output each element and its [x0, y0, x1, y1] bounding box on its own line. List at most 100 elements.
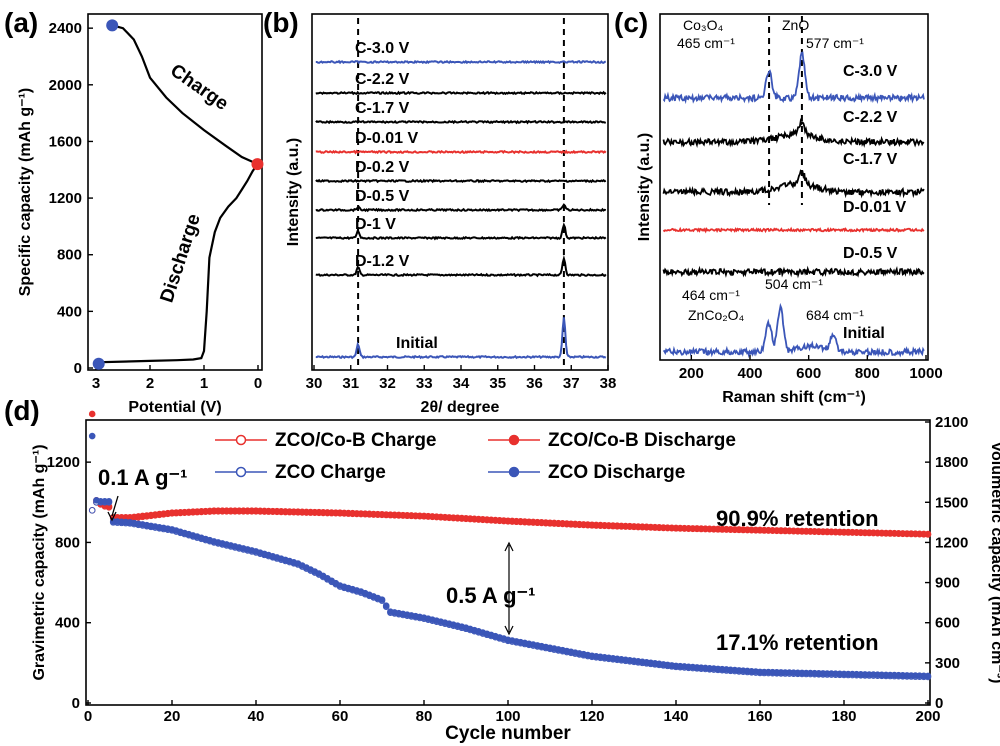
y-axis-label: Specific capacity (mAh g⁻¹)	[17, 88, 34, 297]
x-tick-label: 140	[663, 708, 688, 725]
annotation-retention-zco-cob: 90.9% retention	[716, 506, 879, 531]
legend-marker	[235, 466, 247, 478]
y-tick-label: 800	[55, 534, 80, 551]
legend-marker	[235, 434, 247, 446]
x-tick-label: 34	[453, 375, 470, 392]
x-tick-label: 60	[332, 708, 349, 725]
panel-d: (d)0 20 40 60 80 100 120 140 160 180 2000400800120…	[4, 395, 1000, 744]
x-tick-label: 120	[579, 708, 604, 725]
x-axis-label: Raman shift (cm⁻¹)	[722, 389, 866, 406]
x-tick-label: 35	[489, 375, 506, 392]
legend-entry: ZCO/Co-B Discharge	[548, 430, 736, 451]
data-point	[378, 596, 386, 603]
y-tick-label: 0	[74, 360, 82, 377]
xrd-pattern-d-0.5-v	[315, 203, 607, 213]
y-tick-label: 1600	[49, 133, 82, 150]
xrd-pattern-c-1.7-v	[315, 119, 607, 125]
x-tick-label: 0	[84, 708, 92, 725]
right-y-tick-label: 0	[935, 695, 943, 712]
x-axis-label: Potential (V)	[128, 399, 221, 416]
panel-d-label: (d)	[4, 395, 40, 426]
x-tick-label: 3	[92, 375, 100, 392]
raman-spectrum-d-0.01-v	[662, 226, 925, 234]
panel-a-frame	[87, 13, 263, 371]
raman-spectrum-d-0.5-v	[662, 265, 925, 279]
y-axis-label: Intensity (a.u.)	[285, 138, 302, 246]
series-label: D-1 V	[355, 216, 396, 233]
data-point	[924, 672, 932, 680]
series-label: C-3.0 V	[843, 63, 898, 80]
x-tick-label: 1000	[909, 365, 942, 382]
panel-c: (c) 200 400 600 800 1000 Raman shift (cm⁻¹) Int…	[614, 7, 943, 406]
annotation-retention-zco: 17.1% retention	[716, 630, 879, 655]
annotation-peak-684: 684 cm⁻¹	[806, 307, 864, 323]
x-tick-label: 180	[831, 708, 856, 725]
xrd-pattern-initial	[315, 317, 607, 360]
data-point	[88, 410, 96, 418]
x-tick-label: 20	[164, 708, 181, 725]
data-point	[105, 497, 113, 505]
x-tick-label: 160	[747, 708, 772, 725]
series-label: D-0.2 V	[355, 159, 410, 176]
panel-b: (b) 30 31 32 33 34 35 36 37 38 2θ/ degree Intensity…	[263, 7, 616, 416]
annotation-discharge: Discharge	[157, 211, 205, 305]
x-tick-label: 80	[416, 708, 433, 725]
series-label: Initial	[396, 335, 438, 352]
legend-entry: ZCO/Co-B Charge	[275, 430, 437, 451]
annotation-arrowhead-down	[504, 625, 514, 636]
x-tick-label: 32	[379, 375, 396, 392]
annotation-znco2o4: ZnCo₂O₄	[688, 307, 745, 323]
right-y-tick-label: 2100	[935, 414, 968, 431]
right-y-axis-label: Volumetric capacity (mAh cm⁻³)	[988, 442, 1000, 684]
y-axis-label: Gravimetric capacity (mAh g⁻¹)	[31, 444, 48, 680]
legend-entry: ZCO Discharge	[548, 462, 685, 483]
x-tick-label: 31	[342, 375, 359, 392]
y-axis-label: Intensity (a.u.)	[636, 133, 653, 241]
series-label: C-1.7 V	[843, 151, 898, 168]
series-label: C-2.2 V	[355, 71, 410, 88]
x-tick-label: 2	[146, 375, 154, 392]
y-tick-label: 1200	[47, 454, 80, 471]
annotation-rate-0-1: 0.1 A g⁻¹	[98, 465, 187, 490]
data-point	[88, 432, 96, 440]
annotation-arrowhead	[107, 511, 117, 522]
endpoint-marker	[92, 357, 105, 370]
x-tick-label: 33	[416, 375, 433, 392]
x-tick-label: 1	[200, 375, 208, 392]
x-axis-label: Cycle number	[445, 723, 571, 744]
xrd-pattern-c-2.2-v	[315, 90, 607, 96]
raman-spectrum-initial	[662, 302, 925, 359]
legend-marker	[508, 434, 520, 446]
annotation-peak-504: 504 cm⁻¹	[765, 276, 823, 292]
y-tick-label: 400	[55, 615, 80, 632]
endpoint-marker	[106, 19, 119, 32]
series-charge-curve	[111, 24, 258, 166]
x-tick-label: 200	[915, 708, 940, 725]
right-y-tick-label: 900	[935, 575, 960, 592]
panel-b-label: (b)	[263, 7, 299, 38]
legend-entry: ZCO Charge	[275, 462, 386, 483]
panel-c-frame	[659, 13, 929, 361]
series-label: D-0.5 V	[355, 188, 410, 205]
annotation-zno-shift: 577 cm⁻¹	[806, 35, 864, 51]
series-zco-discharge	[88, 432, 932, 680]
series-label: D-0.01 V	[843, 199, 906, 216]
series-label: D-0.01 V	[355, 130, 418, 147]
data-point	[924, 530, 932, 538]
raman-spectrum-c-2.2-v	[662, 117, 925, 149]
x-tick-label: 36	[526, 375, 543, 392]
series-label: C-3.0 V	[355, 40, 410, 57]
annotation-arrowhead-up	[504, 541, 514, 552]
endpoint-marker	[251, 158, 264, 171]
series-label: Initial	[843, 325, 885, 342]
x-tick-label: 600	[796, 365, 821, 382]
series-zco-co-b-discharge	[88, 410, 932, 538]
x-tick-label: 100	[495, 708, 520, 725]
annotation-co3o4: Co₃O₄	[683, 17, 723, 33]
series-label: C-2.2 V	[843, 109, 898, 126]
y-tick-label: 2000	[49, 77, 82, 94]
right-y-tick-label: 300	[935, 655, 960, 672]
panel-a: (a) 3 2 1 0 0 400 800 1200 1600 2000 2400 Potential …	[4, 7, 264, 416]
right-y-tick-label: 600	[935, 615, 960, 632]
